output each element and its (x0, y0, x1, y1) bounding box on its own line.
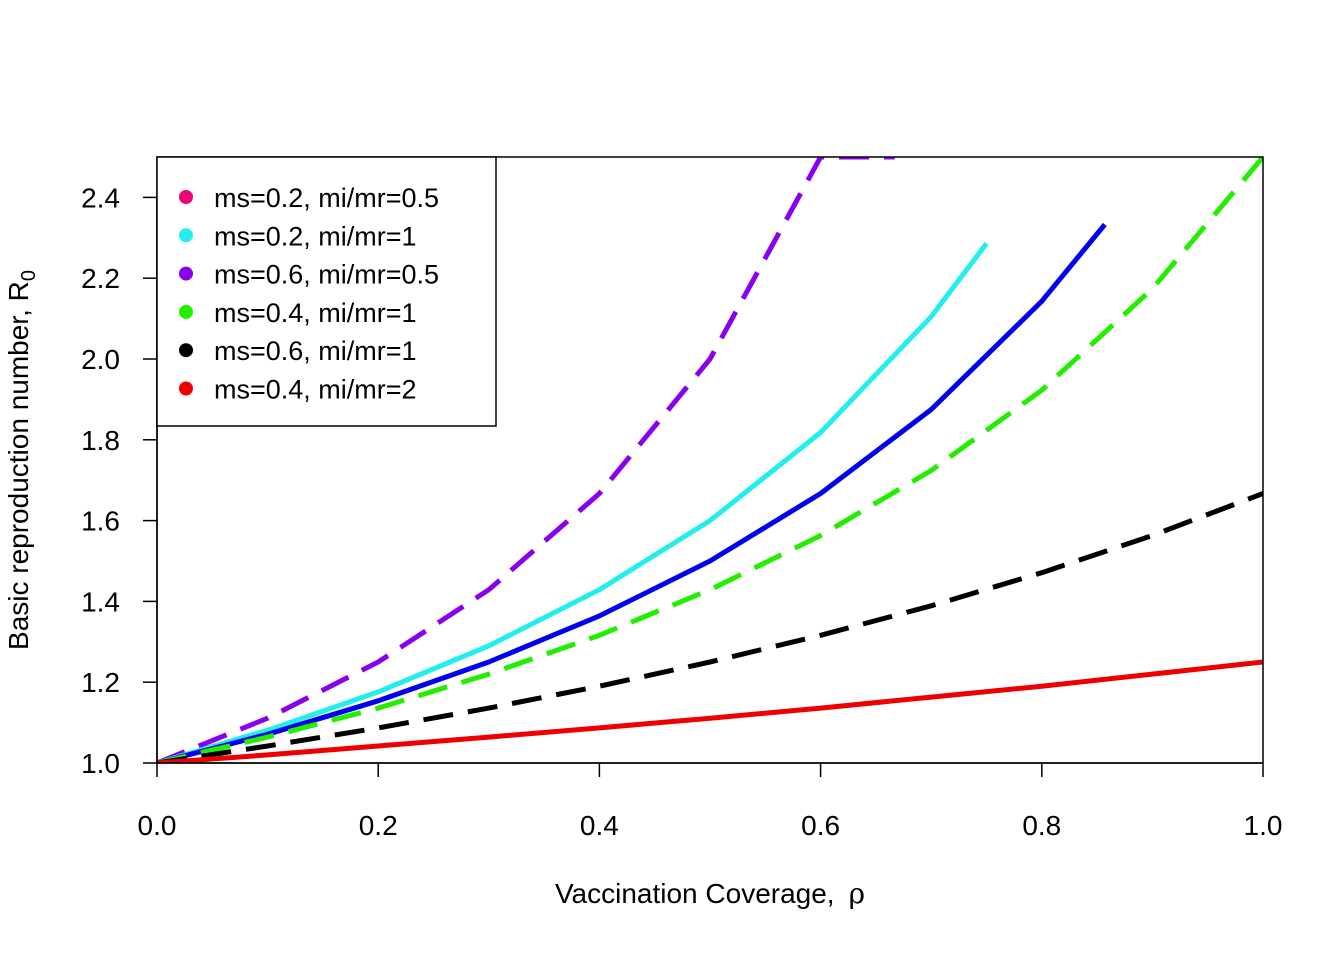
series-line-6 (157, 659, 1263, 763)
y-tick-label: 1.4 (81, 586, 120, 617)
legend-marker (179, 381, 193, 396)
y-tick-label: 2.0 (81, 344, 120, 375)
legend-label: ms=0.4, mi/mr=2 (214, 375, 417, 405)
series-line-4 (157, 157, 1263, 763)
series-layer (157, 157, 1263, 763)
legend-label: ms=0.6, mi/mr=1 (214, 336, 417, 366)
legend-marker (179, 228, 193, 243)
y-tick-label: 2.4 (81, 182, 120, 213)
legend: ms=0.2, mi/mr=0.5 ms=0.2, mi/mr=1 ms=0.6, … (156, 156, 497, 427)
legend-marker (179, 304, 193, 319)
legend-label: ms=0.6, mi/mr=0.5 (214, 260, 439, 290)
y-axis: 1.0 1.2 1.4 1.6 1.8 2.0 2.2 2.4 (81, 182, 158, 779)
y-tick-label: 1.6 (81, 506, 120, 537)
y-tick-label: 1.8 (81, 425, 120, 456)
legend-marker (179, 266, 193, 281)
series-line-3 (157, 222, 1107, 763)
x-tick-label: 0.2 (359, 810, 398, 841)
legend-marker (179, 190, 193, 204)
y-axis-title: Basic reproduction number, R0 (3, 270, 40, 650)
x-tick-label: 0.4 (580, 810, 619, 841)
legend-label: ms=0.2, mi/mr=1 (214, 221, 417, 251)
series-line-5 (157, 491, 1263, 763)
x-tick-label: 0.6 (801, 810, 840, 841)
y-axis-title-text: Basic reproduction number, R (3, 281, 34, 650)
y-tick-label: 1.0 (81, 748, 120, 779)
series-line-2 (157, 241, 989, 763)
legend-label: ms=0.4, mi/mr=1 (214, 298, 417, 328)
legend-marker (179, 343, 193, 358)
y-axis-title-subscript: 0 (18, 270, 40, 281)
y-tick-label: 2.2 (81, 263, 120, 294)
y-tick-label: 1.2 (81, 667, 120, 698)
series-line-1 (157, 157, 895, 763)
x-tick-label: 1.0 (1244, 810, 1283, 841)
x-tick-label: 0.0 (138, 810, 177, 841)
x-axis-title: Vaccination Coverage, ρ (555, 877, 865, 910)
x-axis-title-text: Vaccination Coverage, (555, 878, 835, 909)
x-axis-title-symbol: ρ (849, 877, 865, 910)
legend-box (156, 156, 497, 427)
x-tick-label: 0.8 (1022, 810, 1061, 841)
x-axis: 0.0 0.2 0.4 0.6 0.8 1.0 (138, 762, 1283, 841)
legend-label: ms=0.2, mi/mr=0.5 (214, 183, 439, 213)
